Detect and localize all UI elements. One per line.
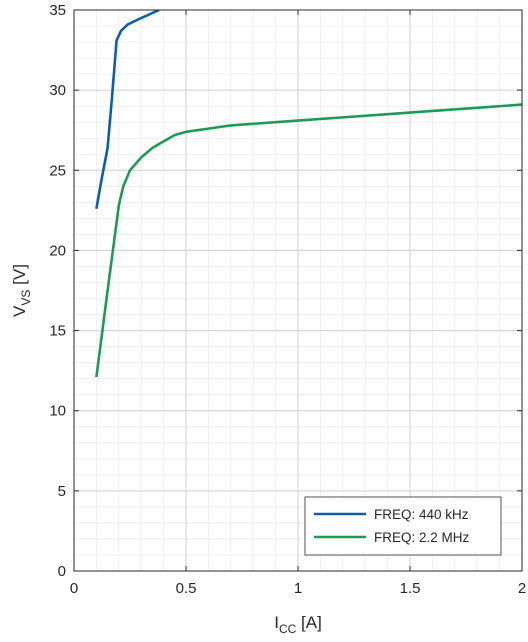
legend: FREQ: 440 kHz FREQ: 2.2 MHz [304, 496, 502, 556]
x-axis-label-sub: CC [279, 622, 297, 636]
legend-label-2-2mhz: FREQ: 2.2 MHz [374, 530, 470, 545]
x-tick-label: 1.5 [400, 580, 421, 597]
x-tick-label: 2 [518, 580, 526, 597]
y-tick-label: 25 [49, 162, 66, 179]
series-lines [95, 10, 522, 378]
y-tick-label: 15 [49, 323, 66, 340]
legend-box [304, 496, 502, 556]
x-axis-label: ICC [A] [274, 613, 322, 636]
legend-label-440khz: FREQ: 440 kHz [374, 507, 469, 522]
y-tick-label: 20 [49, 242, 66, 259]
y-tick-label: 30 [49, 82, 66, 99]
series-line-1 [95, 103, 522, 378]
y-axis-label-sub: VS [19, 290, 33, 306]
plot-frame [73, 9, 523, 572]
grid [73, 9, 523, 572]
x-tick-label: 0.5 [176, 580, 197, 597]
y-tick-label: 10 [49, 403, 66, 420]
y-axis-label-main: V [10, 305, 29, 317]
x-tick-label: 1 [294, 580, 302, 597]
series-line-0 [95, 10, 160, 209]
x-axis-label-unit: [A] [296, 613, 322, 632]
x-tick-label: 0 [70, 580, 78, 597]
y-tick-label: 0 [58, 563, 66, 580]
y-axis-label-unit: [V] [10, 264, 29, 290]
y-tick-label: 35 [49, 2, 66, 19]
x-axis-label-main: I [274, 613, 279, 632]
y-tick-label: 5 [58, 483, 66, 500]
y-axis-label: VVS [V] [10, 264, 33, 317]
